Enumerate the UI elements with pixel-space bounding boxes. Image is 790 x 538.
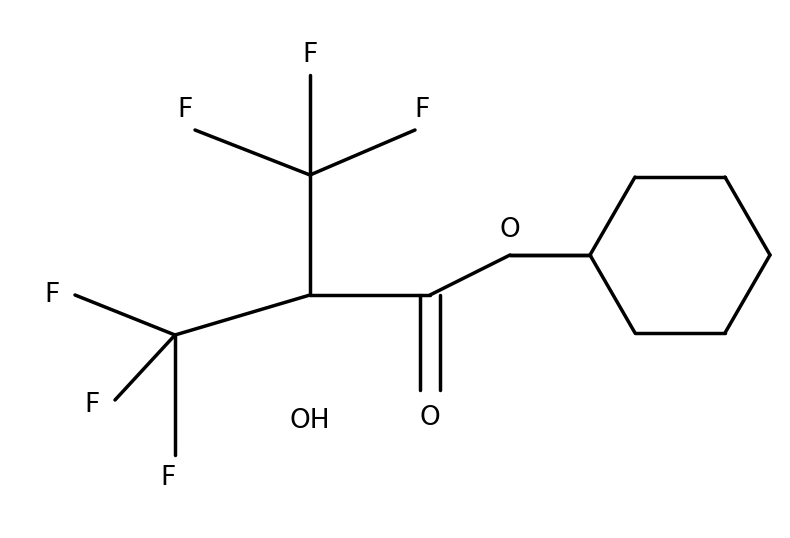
Text: F: F bbox=[45, 282, 60, 308]
Text: F: F bbox=[303, 42, 318, 68]
Text: F: F bbox=[160, 465, 175, 491]
Text: F: F bbox=[85, 392, 100, 418]
Text: O: O bbox=[499, 217, 521, 243]
Text: OH: OH bbox=[290, 408, 330, 434]
Text: F: F bbox=[415, 97, 430, 123]
Text: F: F bbox=[178, 97, 193, 123]
Text: O: O bbox=[419, 405, 440, 431]
